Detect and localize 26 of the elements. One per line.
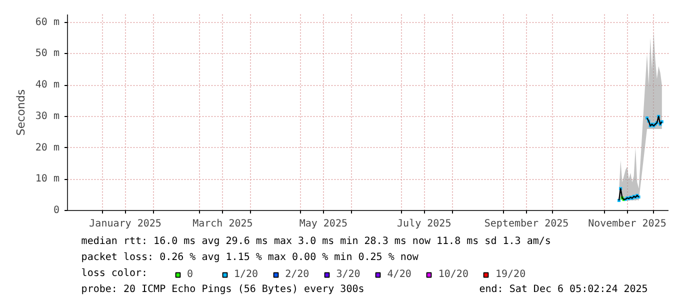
legend-label: 2/20 [285,269,310,280]
legend-label: 3/20 [336,269,360,280]
x-tick-label: May 2025 [299,218,348,230]
y-axis-title: Seconds [14,89,28,136]
legend-title: loss color: [81,268,148,279]
y-tick-label: 0 [53,205,60,216]
legend-label: 0 [187,269,194,280]
x-tick-label: January 2025 [89,218,162,230]
text: probe: 20 ICMP Echo Pings (56 Bytes) every 300s [81,284,364,295]
y-tick-label: 10 m [35,174,60,185]
text: median rtt: 16.0 ms avg 29.6 ms max 3.0 ms min 28.3 ms now 11.8 ms sd 1.3 am/s [81,236,551,247]
legend-label: 10/20 [438,269,468,280]
y-tick-label: 30 m [35,110,60,122]
x-tick-label: September 2025 [484,218,569,230]
y-tick-label: 50 m [35,48,60,60]
y-tick-label: 20 m [35,142,60,154]
legend-label: 4/20 [387,269,412,280]
text: end: Sat Dec 6 05:02:24 2025 [479,284,648,295]
legend-label: 1/20 [234,269,258,280]
x-tick-label: March 2025 [192,218,253,230]
x-tick-label: November 2025 [588,218,666,230]
x-tick-label: July 2025 [397,218,452,230]
y-tick-label: 60 m [35,16,60,28]
text: packet loss: 0.26 % avg 1.15 % max 0.00 % min 0.25 % now [81,252,420,263]
y-tick-label: 40 m [35,80,60,91]
legend-label: 19/20 [495,269,526,280]
